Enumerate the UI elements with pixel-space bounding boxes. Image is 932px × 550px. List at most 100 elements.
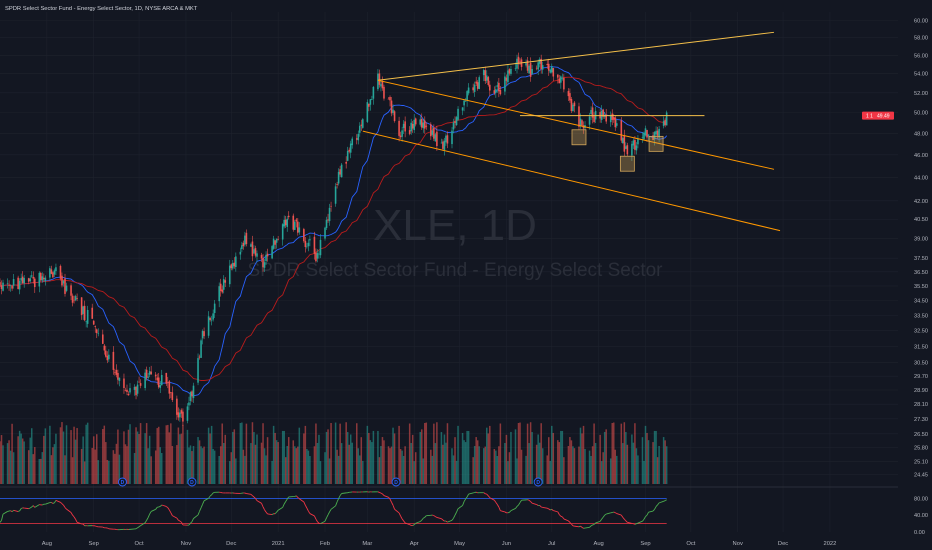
trendline-channel-upper[interactable] <box>377 79 775 170</box>
candle-body <box>325 219 328 229</box>
volume-bar <box>53 444 56 484</box>
volume-bar <box>188 447 190 484</box>
candle-body <box>588 116 591 125</box>
trendline-upper-rising[interactable] <box>377 31 775 81</box>
candle-body <box>561 78 564 79</box>
volume-bar <box>643 460 645 484</box>
candle-body <box>198 356 201 358</box>
y-axis-tick-label: 33.50 <box>914 313 928 319</box>
candle-body <box>505 77 508 81</box>
osc-line-segment <box>264 509 267 513</box>
osc-line-segment <box>412 524 415 526</box>
candle-body <box>9 285 12 286</box>
candle-body <box>11 285 13 289</box>
volume-bar <box>349 434 352 484</box>
volume-bar <box>493 448 496 484</box>
volume-bar <box>451 448 453 484</box>
candle-body <box>147 376 149 378</box>
y-axis-tick-label: 60.00 <box>914 18 928 24</box>
volume-bar <box>578 446 580 484</box>
candle-body <box>179 412 181 418</box>
candle-body <box>355 138 358 140</box>
osc-line-segment <box>634 523 637 525</box>
volume-bar <box>281 430 284 484</box>
y-axis-tick-label: 30.50 <box>914 361 928 367</box>
volume-bar <box>123 431 125 484</box>
candle-body <box>197 358 199 383</box>
osc-line-segment <box>252 495 255 498</box>
candle-body <box>18 280 21 290</box>
marked-low-box[interactable] <box>648 135 664 152</box>
event-marker[interactable] <box>187 477 197 487</box>
y-axis-tick-label: 58.00 <box>914 36 928 42</box>
volume-bar <box>241 422 243 484</box>
volume-bar <box>505 434 508 484</box>
candle-body <box>0 285 3 290</box>
volume-bar <box>421 429 423 484</box>
osc-line-segment <box>561 516 565 520</box>
volume-bar <box>345 422 347 484</box>
osc-line-segment <box>622 517 625 520</box>
oscillator-pane <box>0 486 898 531</box>
volume-bar <box>80 448 83 484</box>
volume-bar <box>569 437 571 484</box>
marked-low-box[interactable] <box>571 129 587 146</box>
candle-body <box>337 171 340 184</box>
osc-line-segment <box>32 505 36 508</box>
volume-bar <box>656 457 659 484</box>
osc-line-segment <box>468 492 474 495</box>
osc-line-segment <box>168 509 172 513</box>
volume-bar <box>466 430 468 484</box>
volume-bar <box>94 449 96 484</box>
osc-line-segment <box>66 508 72 513</box>
volume-bar <box>167 424 169 484</box>
volume-bar <box>383 440 385 484</box>
volume-bar <box>609 458 612 484</box>
volume-bar <box>165 425 168 484</box>
candle-body <box>150 371 152 375</box>
volume-bar <box>573 448 576 484</box>
candle-body <box>357 133 360 141</box>
event-marker[interactable] <box>117 477 127 487</box>
volume-bar <box>662 437 665 484</box>
candle-body <box>21 276 24 284</box>
volume-bar <box>129 424 131 484</box>
candle-body <box>242 242 245 247</box>
osc-line-segment <box>613 511 616 514</box>
x-axis-tick-label: Nov <box>181 541 191 547</box>
candle-body <box>224 280 227 283</box>
trendline-channel-lower[interactable] <box>362 130 781 232</box>
candle-body <box>123 378 125 389</box>
x-axis-tick-label: Dec <box>226 541 236 547</box>
candle-body <box>49 268 51 278</box>
watermark-symbol: XLE, 1D <box>373 201 537 250</box>
osc-line-segment <box>602 514 606 518</box>
candle-body <box>306 246 308 248</box>
volume-bar <box>380 445 382 484</box>
candle-body <box>8 284 10 286</box>
candle-body <box>552 68 555 77</box>
osc-line-segment <box>286 496 290 500</box>
volume-bar <box>294 446 296 484</box>
osc-axis-tick-label: 80.00 <box>914 496 928 502</box>
candle-body <box>117 372 119 380</box>
y-axis-tick-label: 56.00 <box>914 53 928 59</box>
volume-bar <box>295 448 298 484</box>
volume-bar <box>567 445 570 484</box>
candle-body <box>251 241 254 257</box>
osc-line-segment <box>283 501 287 505</box>
marked-low-box[interactable] <box>619 155 635 172</box>
osc-line-segment <box>200 504 203 508</box>
event-marker-glyph: D <box>121 480 125 486</box>
osc-line-segment <box>652 508 655 512</box>
volume-bar <box>30 428 33 484</box>
osc-line-segment <box>179 520 182 523</box>
event-marker[interactable] <box>533 477 543 487</box>
volume-bar <box>203 446 205 484</box>
candle-body <box>423 120 426 129</box>
volume-bar <box>150 456 152 484</box>
osc-line-segment <box>17 510 20 512</box>
candle-body <box>33 278 36 288</box>
event-marker[interactable] <box>391 477 401 487</box>
candle-body <box>392 109 394 113</box>
